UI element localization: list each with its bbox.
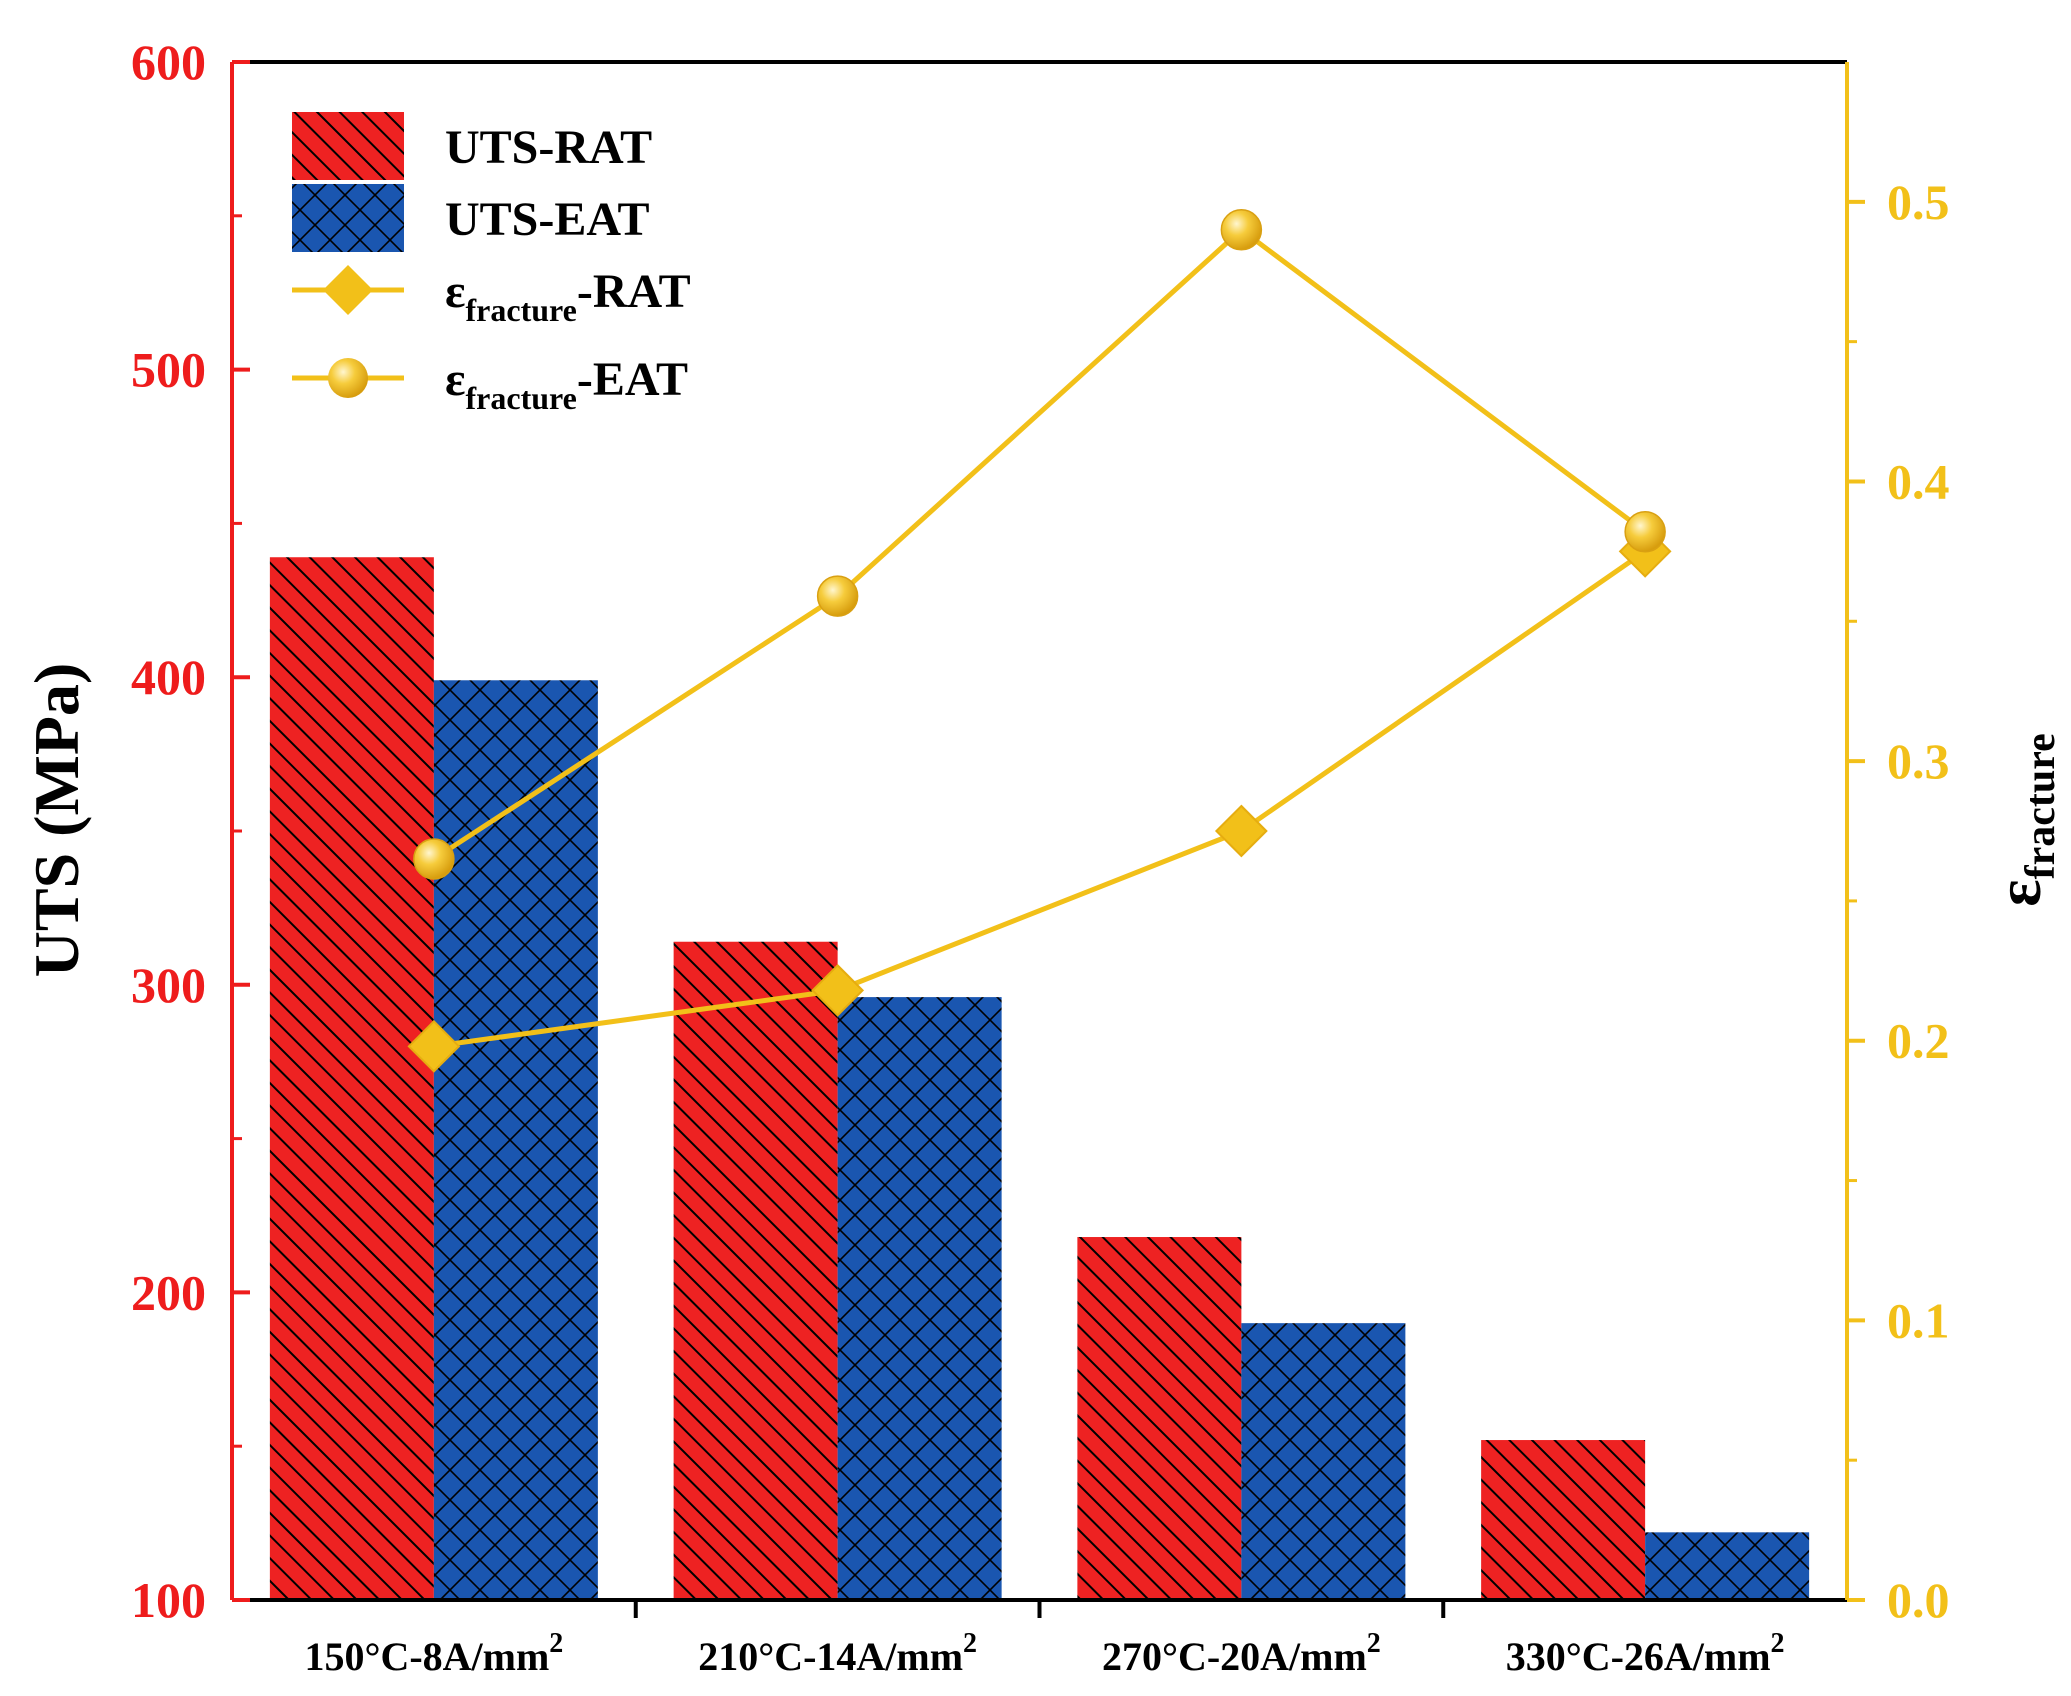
point-fracture-rat-2 bbox=[1214, 804, 1268, 858]
point-fracture-eat-3 bbox=[1624, 511, 1666, 553]
y-tick-label-right-0: 0.0 bbox=[1887, 1572, 1950, 1628]
y-tick-label-right-5: 0.5 bbox=[1887, 174, 1950, 230]
point-fracture-rat-0 bbox=[407, 1019, 461, 1073]
legend-fracture-rat-label: εfracture-RAT bbox=[445, 265, 691, 328]
y-tick-label-right-3: 0.3 bbox=[1887, 733, 1950, 789]
legend: UTS-RAT UTS-EAT εfracture-RAT εfracture-EAT bbox=[292, 112, 691, 416]
bar-uts-rat-0 bbox=[269, 557, 434, 1600]
legend-fracture-rat-marker bbox=[323, 265, 373, 315]
bar-uts-rat-1 bbox=[673, 941, 838, 1600]
y-axis-title-left: UTS (MPa) bbox=[21, 663, 92, 978]
y-tick-label-left-0: 100 bbox=[131, 1572, 206, 1628]
point-fracture-eat-1 bbox=[816, 575, 859, 617]
line-layer bbox=[407, 209, 1672, 1073]
y-tick-label-left-1: 200 bbox=[131, 1264, 206, 1320]
x-tick-label-1: 210°C-14A/mm2 bbox=[698, 1628, 977, 1679]
bar-layer bbox=[269, 557, 1810, 1600]
y-axis-title-right-main: ε bbox=[1983, 879, 2054, 906]
y-axis-title-right-sub: fracture bbox=[2018, 733, 2064, 879]
bar-uts-eat-0 bbox=[433, 680, 598, 1600]
x-tick-label-0: 150°C-8A/mm2 bbox=[304, 1628, 563, 1679]
legend-fracture-eat-label: εfracture-EAT bbox=[445, 353, 688, 416]
bar-uts-rat-2 bbox=[1077, 1237, 1242, 1600]
point-fracture-rat-1 bbox=[811, 963, 865, 1017]
y-tick-label-left-5: 600 bbox=[131, 34, 206, 90]
legend-uts-eat-swatch bbox=[292, 184, 404, 252]
y-axis-title-right: εfracture bbox=[1983, 733, 2064, 906]
category-label-layer: 150°C-8A/mm2 210°C-14A/mm2 270°C-20A/mm2 33… bbox=[304, 1628, 1784, 1679]
y-tick-label-left-4: 500 bbox=[131, 342, 206, 398]
legend-uts-rat-label: UTS-RAT bbox=[445, 121, 652, 174]
legend-fracture-eat-marker bbox=[328, 358, 368, 398]
y-tick-label-right-1: 0.1 bbox=[1887, 1292, 1950, 1348]
bar-uts-eat-3 bbox=[1645, 1532, 1810, 1600]
bar-uts-rat-3 bbox=[1481, 1440, 1646, 1600]
y-tick-label-left-2: 300 bbox=[131, 957, 206, 1013]
line-fracture-rat bbox=[433, 549, 1647, 1049]
tick-label-layer: 100 200 300 400 500 600 0.0 0.1 0.2 0.3 0.4 0.5 bbox=[131, 34, 1950, 1628]
line-fracture-eat bbox=[432, 226, 1647, 862]
y-tick-label-right-2: 0.2 bbox=[1887, 1013, 1950, 1069]
legend-uts-eat-label: UTS-EAT bbox=[445, 193, 650, 246]
x-tick-label-2: 270°C-20A/mm2 bbox=[1102, 1628, 1381, 1679]
axes-layer bbox=[230, 60, 1865, 1618]
point-fracture-eat-2 bbox=[1220, 209, 1263, 251]
point-fracture-eat-0 bbox=[413, 838, 455, 880]
bar-uts-eat-2 bbox=[1241, 1323, 1406, 1600]
x-tick-label-3: 330°C-26A/mm2 bbox=[1506, 1628, 1785, 1679]
bar-uts-eat-1 bbox=[837, 997, 1002, 1600]
y-tick-label-left-3: 400 bbox=[131, 649, 206, 705]
y-tick-label-right-4: 0.4 bbox=[1887, 453, 1950, 509]
legend-uts-rat-swatch bbox=[292, 112, 404, 180]
